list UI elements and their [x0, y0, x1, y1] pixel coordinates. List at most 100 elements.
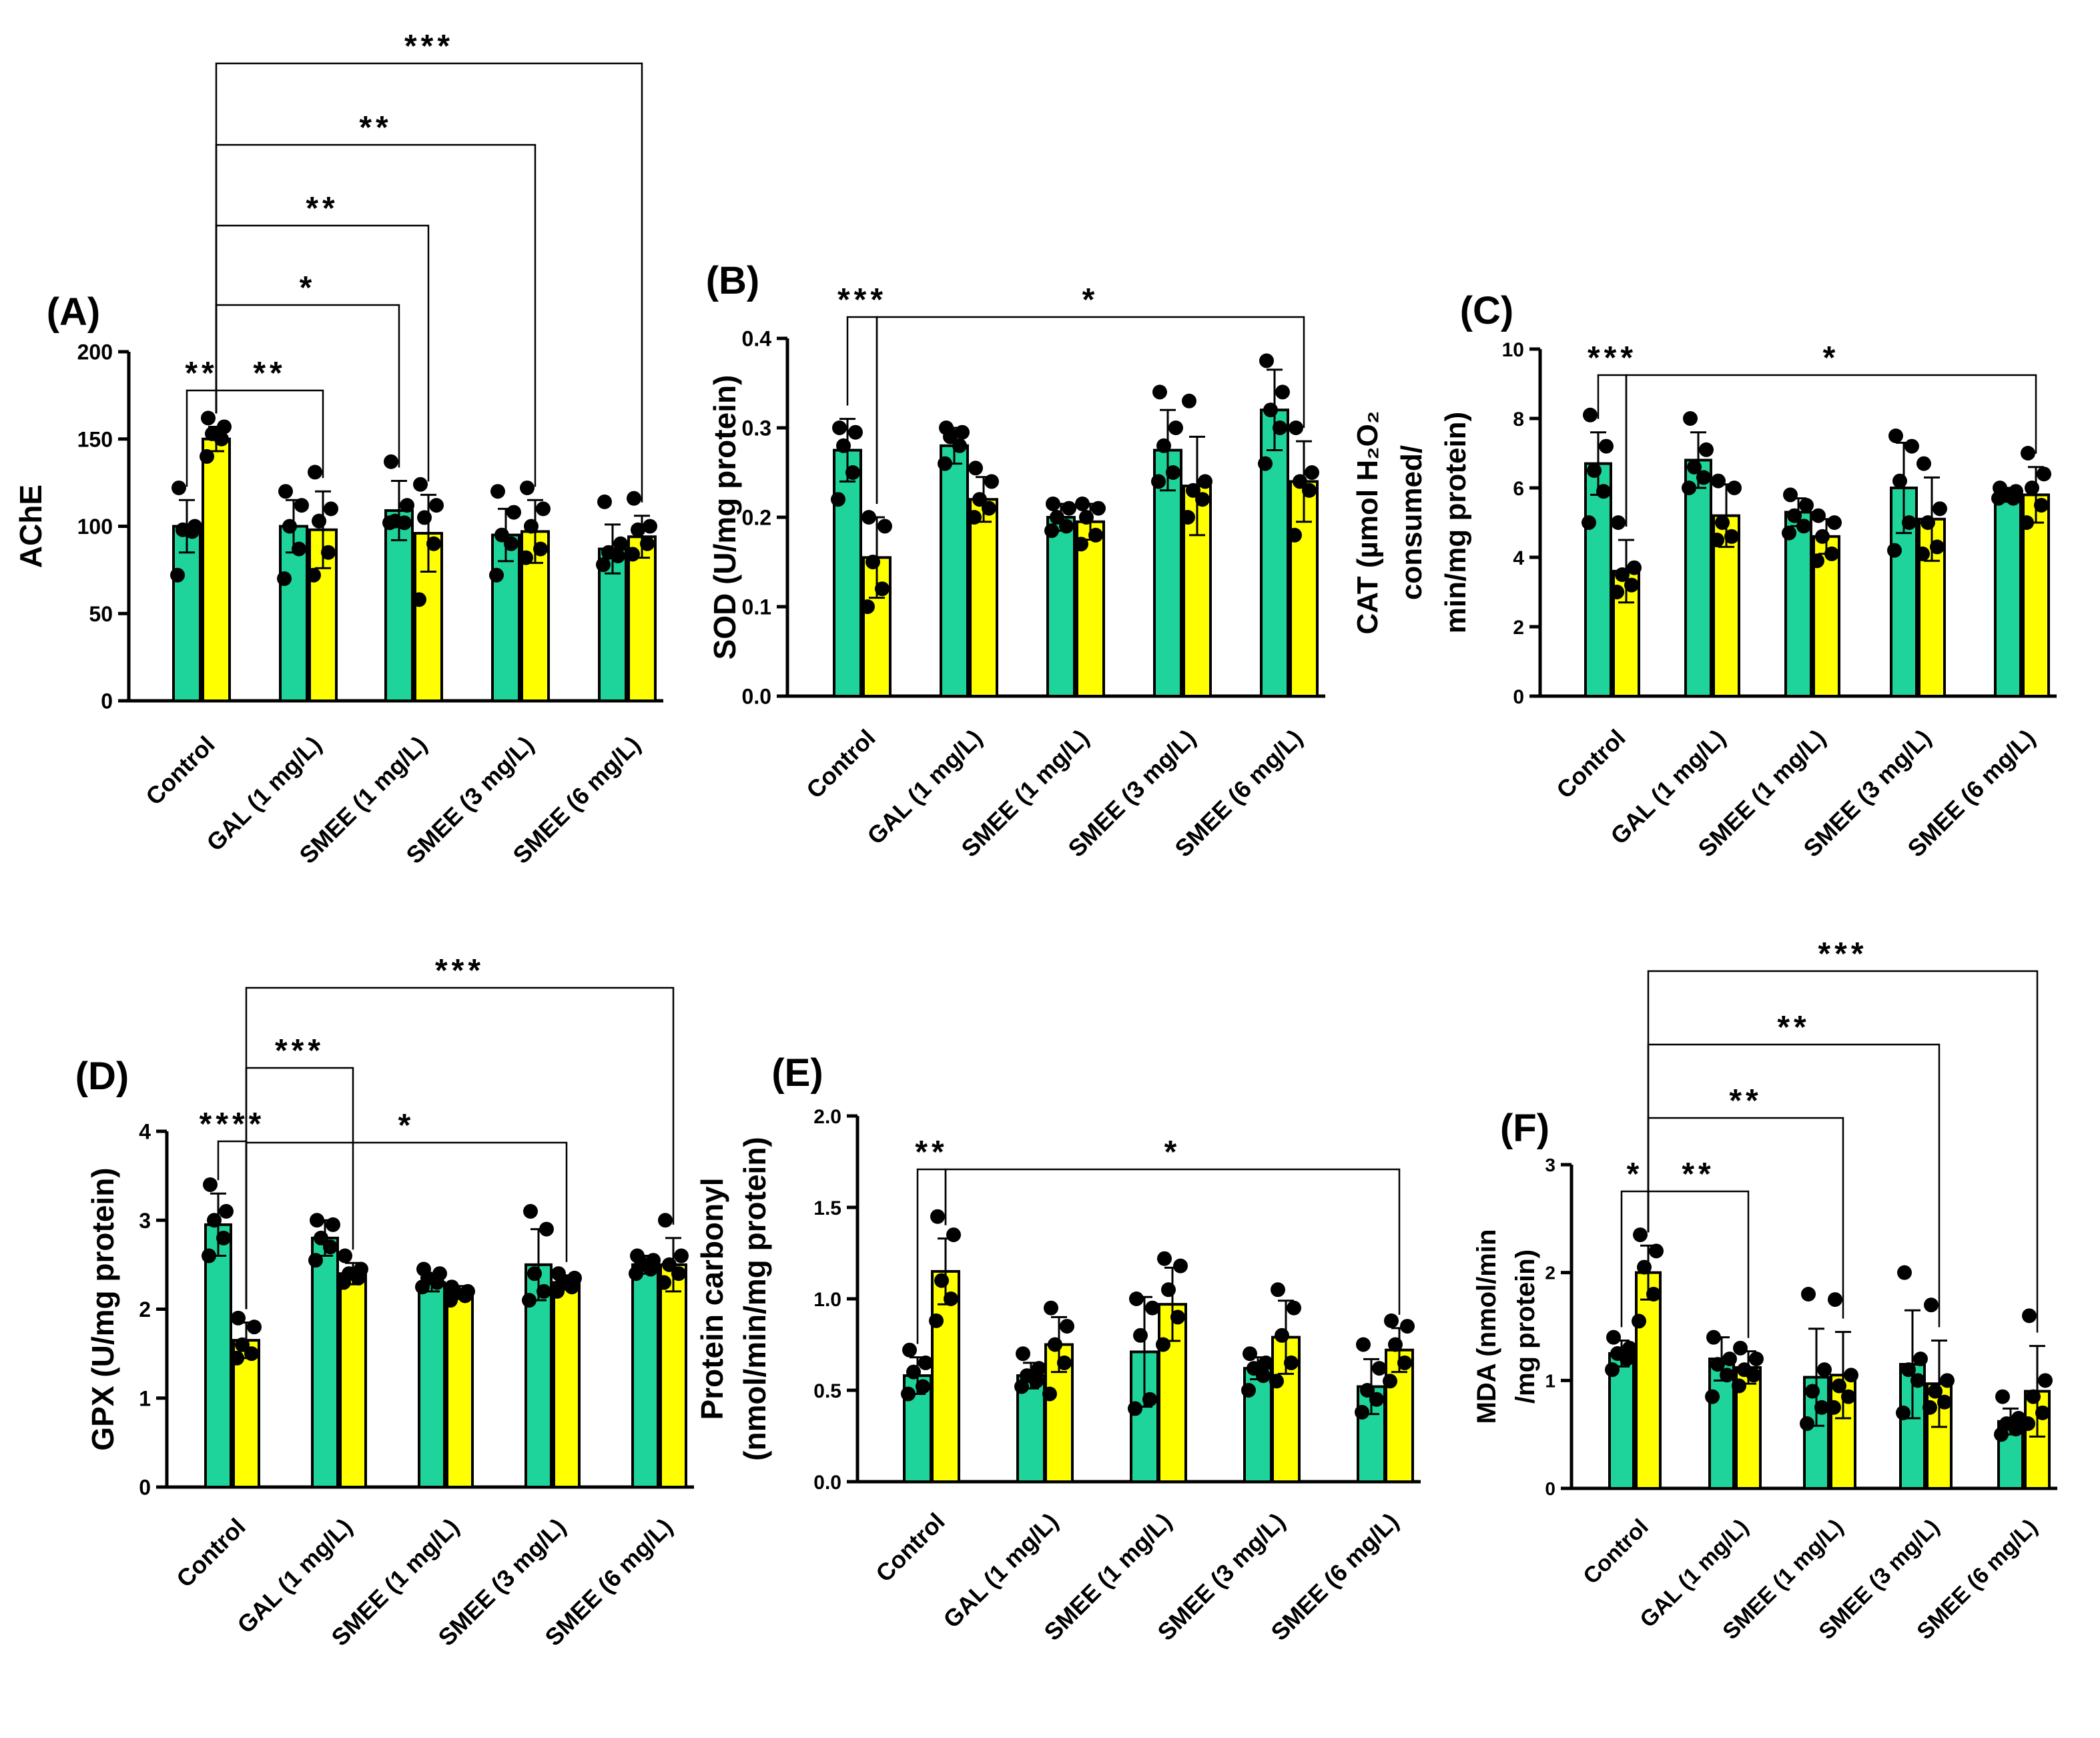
data-point	[1046, 496, 1060, 511]
data-point	[1720, 1368, 1734, 1383]
significance-label: *	[398, 1108, 415, 1143]
data-point	[1273, 420, 1287, 435]
data-point	[597, 494, 612, 509]
data-point	[662, 1257, 677, 1272]
data-point	[1924, 1297, 1939, 1313]
y-tick-label: 6	[1513, 478, 1524, 500]
significance-bracket	[1647, 1190, 1750, 1338]
data-point	[1620, 1352, 1634, 1366]
data-point	[1243, 1346, 1257, 1362]
data-point	[219, 1203, 234, 1219]
data-point	[1258, 456, 1273, 471]
bar	[1046, 516, 1076, 697]
significance-label: *	[1823, 340, 1840, 376]
panel-label: (D)	[75, 1055, 129, 1098]
data-point	[1683, 411, 1698, 426]
data-point	[430, 1275, 444, 1290]
significance-label: ***	[275, 1033, 324, 1069]
significance-bracket	[1647, 970, 2039, 1333]
data-point	[382, 515, 397, 531]
data-point	[1810, 553, 1824, 569]
data-point	[1360, 1383, 1375, 1398]
significance-label: ***	[404, 29, 454, 64]
data-point	[522, 1293, 537, 1308]
y-tick-label: 0.1	[742, 595, 771, 619]
data-point	[1029, 1374, 1044, 1389]
significance-label: *	[1627, 1157, 1644, 1192]
data-point	[1079, 510, 1094, 525]
y-axis-title: AChE	[13, 485, 48, 568]
data-point	[1828, 1292, 1842, 1308]
data-point	[1074, 537, 1088, 552]
data-point	[2009, 1422, 2023, 1437]
data-point	[200, 449, 214, 464]
data-point	[308, 1253, 323, 1268]
significance-label: **	[253, 356, 286, 391]
data-point	[631, 522, 645, 537]
data-point	[1632, 1314, 1646, 1329]
data-point	[1915, 546, 1930, 561]
data-point	[1706, 1330, 1721, 1345]
data-point	[312, 513, 326, 529]
data-point	[1646, 1287, 1661, 1301]
data-point	[1388, 1337, 1403, 1352]
data-point	[1805, 1384, 1820, 1399]
y-tick-label: 0.0	[813, 1472, 841, 1494]
significance-bracket	[215, 304, 400, 468]
data-point	[1587, 463, 1602, 478]
data-point	[247, 1320, 262, 1335]
bar	[1784, 511, 1812, 698]
data-point	[324, 501, 338, 517]
data-point	[1269, 1374, 1284, 1389]
data-point	[643, 1261, 658, 1277]
data-point	[930, 1209, 945, 1224]
data-point	[1166, 465, 1180, 480]
bar	[1385, 1348, 1414, 1483]
data-point	[1827, 515, 1842, 530]
data-point	[1799, 498, 1814, 513]
data-point	[1062, 501, 1076, 516]
data-point	[277, 571, 292, 586]
x-tick-label: Control	[801, 724, 880, 804]
data-point	[982, 501, 996, 516]
data-point	[520, 480, 535, 495]
y-tick-label: 0.2	[742, 506, 771, 530]
data-point	[1606, 1330, 1621, 1345]
data-point	[1259, 1355, 1273, 1370]
y-tick-label: 2.0	[813, 1106, 841, 1128]
data-point	[1711, 473, 1726, 489]
data-point	[185, 524, 200, 539]
significance-label: **	[185, 356, 218, 391]
data-point	[231, 1310, 246, 1326]
data-point	[426, 536, 441, 551]
data-point	[1933, 501, 1947, 517]
data-point	[230, 1350, 244, 1366]
data-point	[1710, 1357, 1725, 1372]
data-point	[967, 510, 982, 525]
data-point	[1928, 1384, 1943, 1399]
data-point	[1057, 1355, 1072, 1370]
data-point	[1582, 515, 1596, 530]
y-tick-label: 4	[139, 1120, 151, 1144]
data-point	[1042, 1386, 1057, 1402]
data-point	[1888, 428, 1903, 443]
data-point	[1168, 420, 1183, 435]
data-point	[171, 480, 186, 495]
data-point	[860, 599, 875, 614]
data-point	[1173, 1258, 1188, 1273]
data-point	[2025, 481, 2039, 495]
data-point	[490, 484, 505, 499]
data-point	[539, 1221, 554, 1237]
data-point	[1682, 481, 1696, 495]
data-point	[1814, 1400, 1829, 1415]
data-point	[2006, 491, 2021, 506]
data-point	[1887, 543, 1902, 558]
y-tick-label: 1	[139, 1386, 151, 1410]
y-tick-label: 3	[1545, 1155, 1555, 1175]
data-point	[1383, 1374, 1397, 1389]
data-point	[1841, 1389, 1856, 1404]
significance-bracket	[215, 62, 643, 503]
data-point	[533, 541, 548, 557]
